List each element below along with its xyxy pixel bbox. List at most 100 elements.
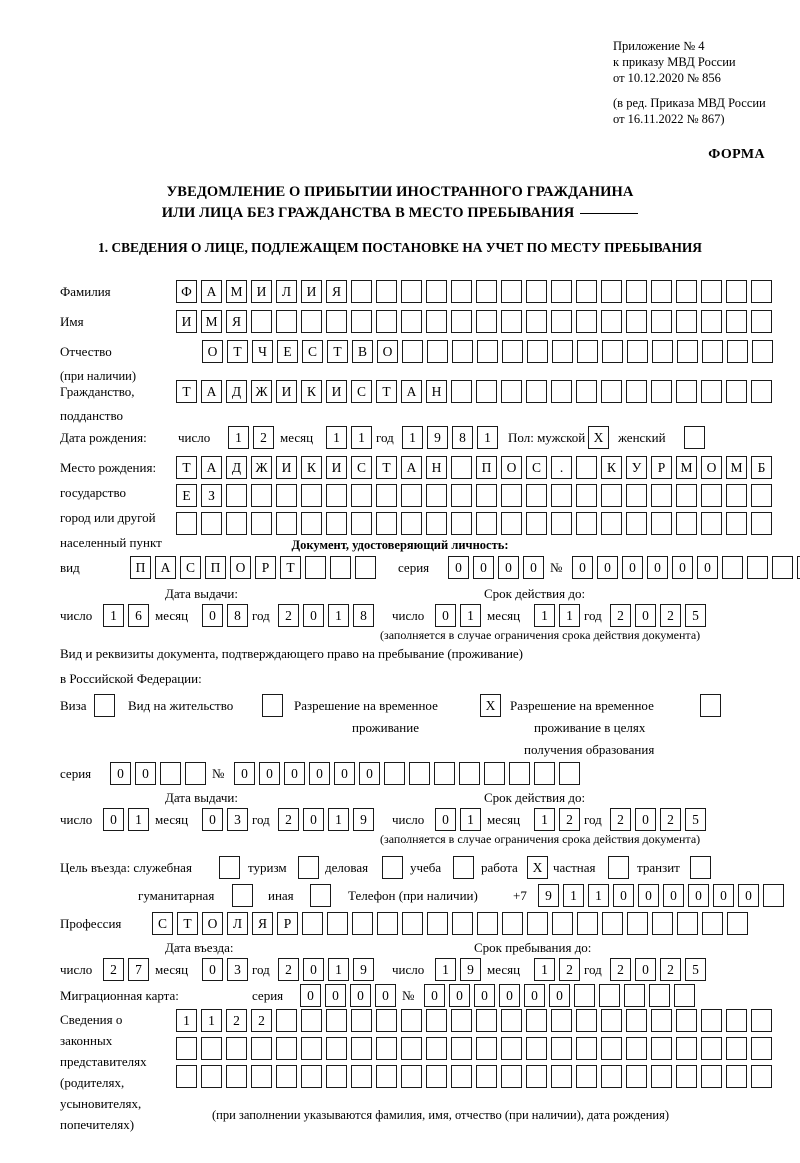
char-box[interactable] <box>451 456 472 479</box>
char-box[interactable] <box>701 280 722 303</box>
char-box[interactable]: 0 <box>635 604 656 627</box>
char-box[interactable] <box>626 484 647 507</box>
char-box[interactable] <box>602 912 623 935</box>
char-box[interactable]: 0 <box>448 556 469 579</box>
char-box[interactable] <box>327 912 348 935</box>
char-box[interactable] <box>624 984 645 1007</box>
char-box[interactable]: 1 <box>351 426 372 449</box>
char-box[interactable] <box>326 1065 347 1088</box>
char-box[interactable] <box>726 484 747 507</box>
char-box[interactable] <box>552 912 573 935</box>
char-box[interactable]: 0 <box>350 984 371 1007</box>
char-box[interactable]: М <box>201 310 222 333</box>
char-box[interactable]: И <box>276 380 297 403</box>
char-box[interactable] <box>276 1065 297 1088</box>
char-box[interactable]: Т <box>176 456 197 479</box>
char-box[interactable] <box>509 762 530 785</box>
char-box[interactable] <box>451 484 472 507</box>
char-box[interactable]: 0 <box>424 984 445 1007</box>
char-box[interactable]: 0 <box>672 556 693 579</box>
char-box[interactable]: 1 <box>328 604 349 627</box>
char-box[interactable]: 0 <box>303 808 324 831</box>
char-box[interactable] <box>601 1037 622 1060</box>
char-box[interactable]: С <box>302 340 323 363</box>
purpose-other-checkbox[interactable] <box>310 884 331 907</box>
char-box[interactable] <box>627 912 648 935</box>
char-box[interactable] <box>526 310 547 333</box>
char-box[interactable] <box>726 1037 747 1060</box>
char-box[interactable] <box>401 1065 422 1088</box>
char-box[interactable] <box>726 310 747 333</box>
char-box[interactable] <box>527 912 548 935</box>
char-box[interactable] <box>476 1009 497 1032</box>
char-box[interactable]: А <box>155 556 176 579</box>
char-box[interactable] <box>726 1009 747 1032</box>
representatives-line-3-input[interactable] <box>176 1065 776 1088</box>
char-box[interactable]: 0 <box>110 762 131 785</box>
char-box[interactable]: 0 <box>300 984 321 1007</box>
char-box[interactable]: О <box>377 340 398 363</box>
char-box[interactable] <box>452 340 473 363</box>
char-box[interactable] <box>330 556 351 579</box>
char-box[interactable]: Н <box>426 456 447 479</box>
char-box[interactable]: 0 <box>713 884 734 907</box>
char-box[interactable]: В <box>352 340 373 363</box>
char-box[interactable]: 0 <box>498 556 519 579</box>
char-box[interactable] <box>501 1037 522 1060</box>
char-box[interactable] <box>451 512 472 535</box>
char-box[interactable] <box>574 984 595 1007</box>
char-box[interactable] <box>602 340 623 363</box>
char-box[interactable] <box>576 1009 597 1032</box>
char-box[interactable] <box>763 884 784 907</box>
char-box[interactable] <box>226 484 247 507</box>
char-box[interactable] <box>651 1065 672 1088</box>
char-box[interactable] <box>551 512 572 535</box>
temp-residence-checkbox[interactable]: X <box>480 694 501 717</box>
char-box[interactable]: 1 <box>435 958 456 981</box>
char-box[interactable]: 0 <box>635 808 656 831</box>
char-box[interactable] <box>251 310 272 333</box>
char-box[interactable] <box>477 340 498 363</box>
char-box[interactable]: 0 <box>234 762 255 785</box>
purpose-humanitarian-checkbox[interactable] <box>232 884 253 907</box>
char-box[interactable] <box>301 1065 322 1088</box>
char-box[interactable]: А <box>201 456 222 479</box>
char-box[interactable]: 2 <box>278 604 299 627</box>
char-box[interactable]: 0 <box>549 984 570 1007</box>
char-box[interactable]: Я <box>226 310 247 333</box>
purpose-tourism-checkbox[interactable] <box>298 856 319 879</box>
char-box[interactable]: 2 <box>253 426 274 449</box>
char-box[interactable]: Т <box>227 340 248 363</box>
char-box[interactable] <box>351 484 372 507</box>
char-box[interactable] <box>551 1065 572 1088</box>
char-box[interactable] <box>577 912 598 935</box>
char-box[interactable]: 0 <box>334 762 355 785</box>
char-box[interactable] <box>601 512 622 535</box>
char-box[interactable]: 0 <box>738 884 759 907</box>
char-box[interactable] <box>251 1065 272 1088</box>
char-box[interactable] <box>427 340 448 363</box>
char-box[interactable] <box>185 762 206 785</box>
char-box[interactable]: А <box>201 280 222 303</box>
char-box[interactable] <box>502 340 523 363</box>
char-box[interactable] <box>451 380 472 403</box>
char-box[interactable] <box>676 380 697 403</box>
char-box[interactable] <box>726 1065 747 1088</box>
char-box[interactable] <box>576 456 597 479</box>
char-box[interactable]: 0 <box>449 984 470 1007</box>
char-box[interactable] <box>674 984 695 1007</box>
char-box[interactable]: О <box>230 556 251 579</box>
char-box[interactable] <box>526 280 547 303</box>
char-box[interactable]: 5 <box>685 604 706 627</box>
char-box[interactable] <box>677 340 698 363</box>
char-box[interactable]: Р <box>277 912 298 935</box>
